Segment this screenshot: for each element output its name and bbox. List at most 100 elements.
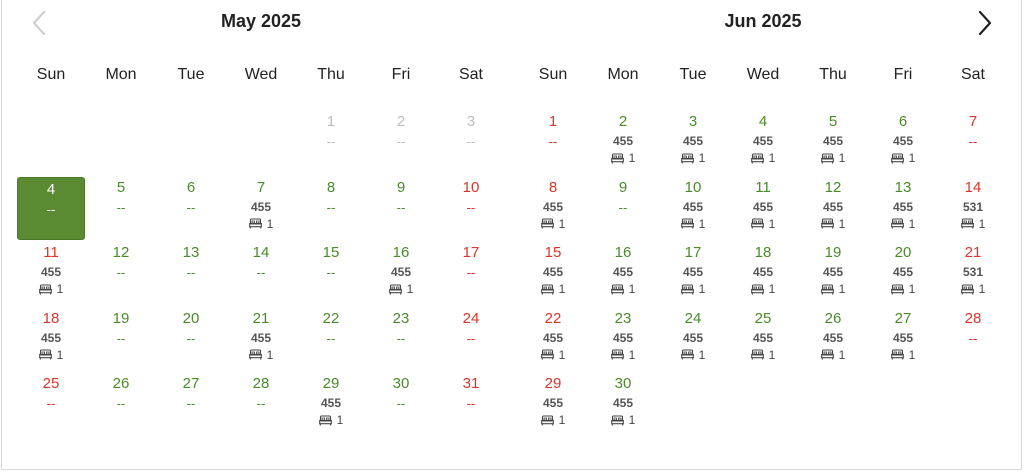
day-number: 18 xyxy=(42,309,60,327)
day-number: 13 xyxy=(894,178,912,196)
day-cell[interactable]: 25 455 1 xyxy=(728,307,798,373)
no-price-marker: -- xyxy=(396,134,406,149)
day-cell[interactable]: 15 -- xyxy=(296,241,366,307)
day-cell[interactable]: 10 455 1 xyxy=(658,176,728,242)
day-cell[interactable]: 3 455 1 xyxy=(658,110,728,176)
day-cell[interactable]: 30 -- xyxy=(366,372,436,438)
day-cell[interactable]: 29 455 1 xyxy=(518,372,588,438)
day-number: 13 xyxy=(182,244,200,261)
room-count: 1 xyxy=(908,347,916,362)
day-cell[interactable]: 14 531 1 xyxy=(938,176,1008,242)
day-cell[interactable]: 7 -- xyxy=(938,110,1008,176)
day-price: 455 xyxy=(682,330,704,345)
day-cell[interactable]: 4 -- xyxy=(17,176,85,240)
bed-icon xyxy=(318,414,332,425)
day-cell[interactable]: 17 455 1 xyxy=(658,241,728,307)
day-cell[interactable]: 6 455 1 xyxy=(868,110,938,176)
rooms-available: 1 xyxy=(868,217,938,231)
day-cell[interactable]: 21 531 1 xyxy=(938,241,1008,307)
rooms-available: 1 xyxy=(588,413,658,427)
day-cell[interactable]: 28 -- xyxy=(226,372,296,438)
day-number: 26 xyxy=(112,375,130,392)
day-number: 6 xyxy=(898,113,908,130)
day-cell[interactable]: 16 455 1 xyxy=(588,241,658,307)
day-cell[interactable]: 25 -- xyxy=(16,372,86,438)
prev-month-button[interactable] xyxy=(26,8,54,38)
day-cell[interactable]: 27 455 1 xyxy=(868,307,938,373)
bed-icon xyxy=(540,218,554,229)
rooms-available: 1 xyxy=(658,348,728,362)
weekday-label: Fri xyxy=(391,66,411,83)
day-number: 29 xyxy=(544,375,562,392)
day-cell[interactable]: 19 455 1 xyxy=(798,241,868,307)
day-cell[interactable]: 24 455 1 xyxy=(658,307,728,373)
day-cell[interactable]: 8 -- xyxy=(296,176,366,242)
day-cell[interactable]: 16 455 1 xyxy=(366,241,436,307)
day-number: 14 xyxy=(964,178,982,196)
day-cell[interactable]: 23 -- xyxy=(366,307,436,373)
day-cell[interactable]: 26 -- xyxy=(86,372,156,438)
day-cell[interactable]: 13 455 1 xyxy=(868,176,938,242)
day-cell[interactable]: 22 455 1 xyxy=(518,307,588,373)
day-price: 455 xyxy=(40,330,62,345)
day-cell[interactable]: 23 455 1 xyxy=(588,307,658,373)
next-month-button[interactable] xyxy=(970,8,998,38)
day-cell[interactable]: 21 455 1 xyxy=(226,307,296,373)
day-cell[interactable]: 12 455 1 xyxy=(798,176,868,242)
day-number: 28 xyxy=(964,309,982,327)
day-number: 9 xyxy=(396,178,406,196)
day-cell[interactable]: 30 455 1 xyxy=(588,372,658,438)
day-cell[interactable]: 22 -- xyxy=(296,307,366,373)
day-price: 455 xyxy=(752,265,774,279)
day-cell[interactable]: 9 -- xyxy=(366,176,436,242)
rooms-available: 1 xyxy=(938,217,1008,231)
day-cell[interactable]: 5 455 1 xyxy=(798,110,868,176)
day-number: 14 xyxy=(252,244,270,261)
weekday-label: Sat xyxy=(960,66,985,83)
day-cell[interactable]: 12 -- xyxy=(86,241,156,307)
bed-icon xyxy=(820,218,834,229)
no-price-marker: -- xyxy=(46,396,56,411)
day-cell[interactable]: 17 -- xyxy=(436,241,506,307)
day-cell[interactable]: 9 -- xyxy=(588,176,658,242)
weekday-label: Sun xyxy=(538,66,568,83)
day-cell[interactable]: 20 455 1 xyxy=(868,241,938,307)
day-price: 455 xyxy=(390,265,412,279)
day-cell[interactable]: 1 -- xyxy=(518,110,588,176)
no-price-marker: -- xyxy=(968,134,978,149)
day-price: 531 xyxy=(962,199,984,214)
day-cell[interactable]: 11 455 1 xyxy=(728,176,798,242)
day-cell[interactable]: 10 -- xyxy=(436,176,506,242)
bed-icon xyxy=(820,152,834,163)
day-cell[interactable]: 27 -- xyxy=(156,372,226,438)
day-cell[interactable]: 2 455 1 xyxy=(588,110,658,176)
day-cell[interactable]: 11 455 1 xyxy=(16,241,86,307)
room-count: 1 xyxy=(56,282,64,296)
day-cell[interactable]: 28 -- xyxy=(938,307,1008,373)
day-number: 22 xyxy=(322,309,340,327)
day-number: 20 xyxy=(894,244,912,261)
day-cell[interactable]: 8 455 1 xyxy=(518,176,588,242)
day-cell[interactable]: 24 -- xyxy=(436,307,506,373)
day-cell[interactable]: 6 -- xyxy=(156,176,226,242)
day-cell[interactable]: 15 455 1 xyxy=(518,241,588,307)
rooms-available: 1 xyxy=(226,348,296,362)
day-cell[interactable]: 19 -- xyxy=(86,307,156,373)
day-cell[interactable]: 13 -- xyxy=(156,241,226,307)
day-cell[interactable]: 5 -- xyxy=(86,176,156,242)
day-cell[interactable]: 7 455 1 xyxy=(226,176,296,242)
bed-icon xyxy=(890,152,904,163)
day-number: 17 xyxy=(684,244,702,261)
day-cell[interactable]: 29 455 1 xyxy=(296,372,366,438)
day-cell[interactable]: 26 455 1 xyxy=(798,307,868,373)
day-price: 455 xyxy=(752,199,774,214)
day-cell[interactable]: 20 -- xyxy=(156,307,226,373)
bed-icon xyxy=(680,152,694,163)
day-cell[interactable]: 18 455 1 xyxy=(16,307,86,373)
day-cell[interactable]: 18 455 1 xyxy=(728,241,798,307)
no-price-marker: -- xyxy=(256,396,266,411)
day-number: 24 xyxy=(462,309,480,327)
day-cell[interactable]: 31 -- xyxy=(436,372,506,438)
day-cell[interactable]: 14 -- xyxy=(226,241,296,307)
day-cell[interactable]: 4 455 1 xyxy=(728,110,798,176)
